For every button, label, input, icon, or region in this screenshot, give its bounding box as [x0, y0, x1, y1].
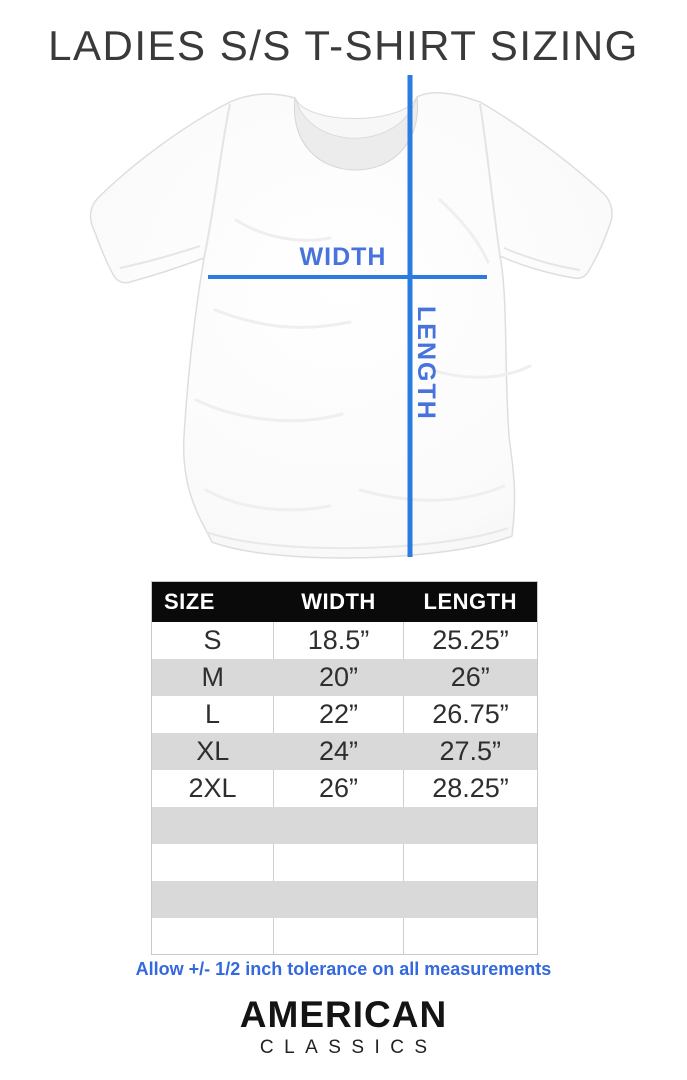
- brand-logo: AMERICAN CLASSICS: [0, 996, 687, 1057]
- table-row-l: L 22” 26.75”: [152, 695, 538, 733]
- wrinkle-lines: [194, 198, 532, 512]
- cell-width: 20”: [318, 661, 359, 692]
- cell-size: XL: [196, 735, 230, 766]
- page-title: LADIES S/S T-SHIRT SIZING: [48, 22, 639, 69]
- tshirt-silhouette: [89, 75, 613, 559]
- cell-size: L: [204, 698, 221, 729]
- size-chart-table: SIZE WIDTH LENGTH S 18.5” 25.25” M 20” 2…: [151, 581, 538, 955]
- length-measure-label: LENGTH: [412, 306, 440, 421]
- cell-width: 24”: [318, 735, 359, 766]
- tshirt-graphic: [89, 75, 613, 559]
- cell-length: 28.25”: [403, 769, 538, 807]
- cell-width: 22”: [273, 695, 404, 733]
- header-size: SIZE: [151, 581, 274, 622]
- width-measure-label: WIDTH: [299, 243, 387, 271]
- table-row-empty: [151, 806, 538, 844]
- cell-size: S: [203, 624, 222, 655]
- cell-size: 2XL: [188, 772, 237, 803]
- brand-subname: CLASSICS: [259, 1037, 438, 1058]
- header-length: LENGTH: [403, 581, 538, 622]
- table-row-s: S 18.5” 25.25”: [152, 621, 538, 659]
- cell-width: 18.5”: [273, 621, 404, 659]
- table-row-empty: [151, 880, 538, 918]
- cell-length: 25.25”: [403, 621, 538, 659]
- table-header-row: SIZE WIDTH LENGTH: [151, 581, 538, 622]
- table-row-xl: XL 24” 27.5”: [151, 732, 538, 770]
- table-row-empty: [152, 917, 538, 955]
- cell-size: M: [201, 661, 225, 692]
- table-row-2xl: 2XL 26” 28.25”: [152, 769, 538, 807]
- header-width: WIDTH: [273, 581, 404, 622]
- brand-name: AMERICAN: [239, 994, 448, 1035]
- cell-width: 26”: [273, 769, 404, 807]
- table-row-empty: [152, 843, 538, 881]
- cell-length: 27.5”: [439, 735, 502, 766]
- tolerance-note: Allow +/- 1/2 inch tolerance on all meas…: [135, 959, 552, 979]
- cell-length: 26.75”: [403, 695, 538, 733]
- table-row-m: M 20” 26”: [151, 658, 538, 696]
- cell-length: 26”: [450, 661, 490, 692]
